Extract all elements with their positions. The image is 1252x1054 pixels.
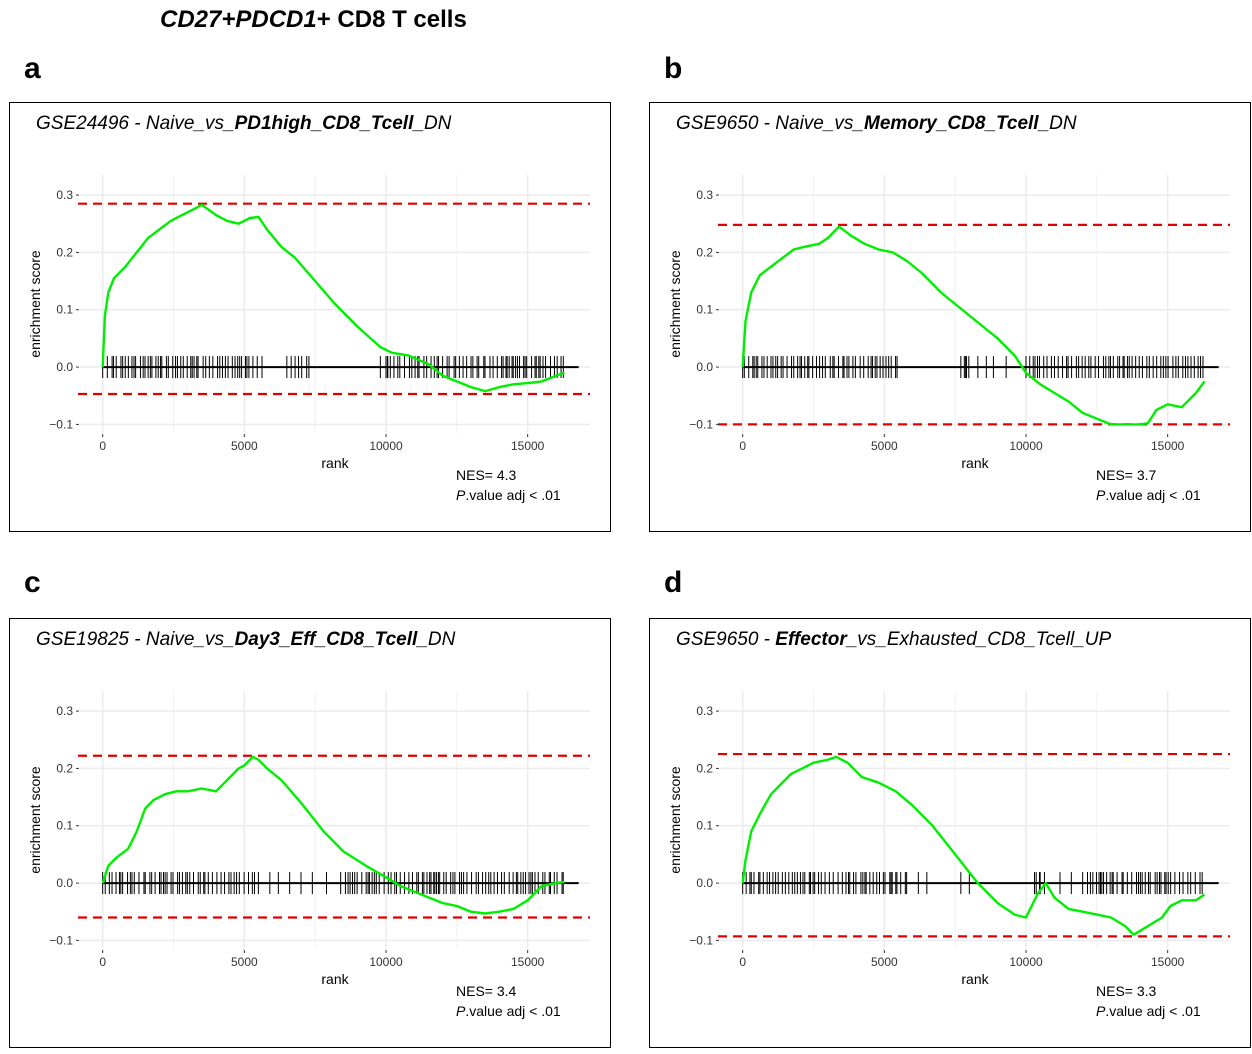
x-tick-label: 5000	[871, 439, 898, 453]
x-tick-label: 0	[99, 439, 106, 453]
panel-b: GSE9650 - Naive_vs_Memory_CD8_Tcell_DN −…	[649, 102, 1251, 532]
panel-title: GSE24496 - Naive_vs_PD1high_CD8_Tcell_DN	[36, 113, 452, 134]
x-tick-label: 5000	[231, 955, 258, 969]
panel-title: GSE19825 - Naive_vs_Day3_Eff_CD8_Tcell_D…	[36, 629, 456, 650]
x-tick-label: 0	[739, 439, 746, 453]
pvalue-label: P.value adj < .01	[456, 1003, 561, 1019]
y-axis-label: enrichment score	[667, 766, 683, 874]
y-tick-label: 0.3	[696, 188, 713, 202]
panel-d: GSE9650 - Effector_vs_Exhausted_CD8_Tcel…	[649, 618, 1251, 1048]
panel-title: GSE9650 - Effector_vs_Exhausted_CD8_Tcel…	[676, 629, 1112, 650]
x-tick-label: 10000	[369, 439, 403, 453]
y-axis-label: enrichment score	[667, 250, 683, 358]
x-tick-label: 15000	[1151, 439, 1185, 453]
stats-block: NES= 3.7 P.value adj < .01	[1096, 465, 1201, 505]
x-axis-label: rank	[961, 971, 989, 987]
y-axis-label: enrichment score	[27, 250, 43, 358]
y-tick-label: 0.0	[696, 360, 713, 374]
panel-letter-d: d	[664, 566, 683, 599]
pvalue-label: P.value adj < .01	[1096, 487, 1201, 503]
stats-block: NES= 3.3 P.value adj < .01	[1096, 981, 1201, 1021]
x-tick-label: 0	[739, 955, 746, 969]
figure-title: CD27+PDCD1+ CD8 T cells	[160, 6, 467, 33]
panel-c: GSE19825 - Naive_vs_Day3_Eff_CD8_Tcell_D…	[9, 618, 611, 1048]
x-tick-label: 15000	[1151, 955, 1185, 969]
y-tick-label: 0.2	[696, 245, 713, 259]
nes-label: NES= 3.3	[1096, 983, 1157, 999]
y-tick-label: 0.3	[696, 704, 713, 718]
x-axis-label: rank	[321, 971, 349, 987]
y-tick-label: 0.3	[56, 188, 73, 202]
y-tick-label: 0.0	[56, 876, 73, 890]
x-tick-label: 10000	[369, 955, 403, 969]
enrichment-curve	[101, 755, 565, 915]
x-tick-label: 15000	[511, 439, 545, 453]
y-axis-label: enrichment score	[27, 766, 43, 874]
enrichment-curve	[741, 225, 1206, 426]
x-tick-label: 5000	[231, 439, 258, 453]
enrichment-plot-c: −0.1 0.0 0.1 0.2 0.3 0 5000 10000 15000 rank enric…	[27, 691, 590, 987]
nes-label: NES= 3.7	[1096, 467, 1157, 483]
nes-label: NES= 4.3	[456, 467, 517, 483]
x-axis-label: rank	[321, 455, 349, 471]
pvalue-label: P.value adj < .01	[1096, 1003, 1201, 1019]
pvalue-label: P.value adj < .01	[456, 487, 561, 503]
y-tick-label: 0.2	[696, 761, 713, 775]
stats-block: NES= 3.4 P.value adj < .01	[456, 981, 561, 1021]
x-tick-label: 0	[99, 955, 106, 969]
y-tick-label: 0.1	[56, 819, 73, 833]
x-tick-label: 15000	[511, 955, 545, 969]
panel-letter-b: b	[664, 52, 683, 85]
panel-title: GSE9650 - Naive_vs_Memory_CD8_Tcell_DN	[676, 113, 1077, 134]
enrichment-curve	[101, 203, 565, 393]
stats-block: NES= 4.3 P.value adj < .01	[456, 465, 561, 505]
enrichment-plot-d: −0.1 0.0 0.1 0.2 0.3 0 5000 10000 15000 rank enric…	[667, 691, 1230, 987]
y-tick-label: 0.2	[56, 245, 73, 259]
y-tick-label: 0.2	[56, 761, 73, 775]
y-tick-label: 0.0	[696, 876, 713, 890]
enrichment-plot-b: −0.1 0.0 0.1 0.2 0.3 0 5000 10000 15000 rank enric…	[667, 175, 1230, 471]
enrichment-curve	[741, 755, 1206, 936]
y-tick-label: 0.0	[56, 360, 73, 374]
y-tick-label: −0.1	[49, 417, 73, 431]
y-tick-label: 0.1	[56, 303, 73, 317]
x-axis-label: rank	[961, 455, 989, 471]
y-tick-label: 0.3	[56, 704, 73, 718]
y-tick-label: −0.1	[689, 417, 713, 431]
x-tick-label: 10000	[1009, 955, 1043, 969]
nes-label: NES= 3.4	[456, 983, 517, 999]
y-tick-label: 0.1	[696, 303, 713, 317]
y-tick-label: −0.1	[689, 933, 713, 947]
panel-letter-c: c	[24, 566, 41, 599]
y-tick-label: −0.1	[49, 933, 73, 947]
y-tick-label: 0.1	[696, 819, 713, 833]
x-tick-label: 5000	[871, 955, 898, 969]
x-tick-label: 10000	[1009, 439, 1043, 453]
panel-a: GSE24496 - Naive_vs_PD1high_CD8_Tcell_DN…	[9, 102, 611, 532]
enrichment-plot-a: −0.1 0.0 0.1 0.2 0.3 0 5000 10000 15000 rank enric…	[27, 175, 590, 471]
panel-letter-a: a	[24, 52, 41, 85]
